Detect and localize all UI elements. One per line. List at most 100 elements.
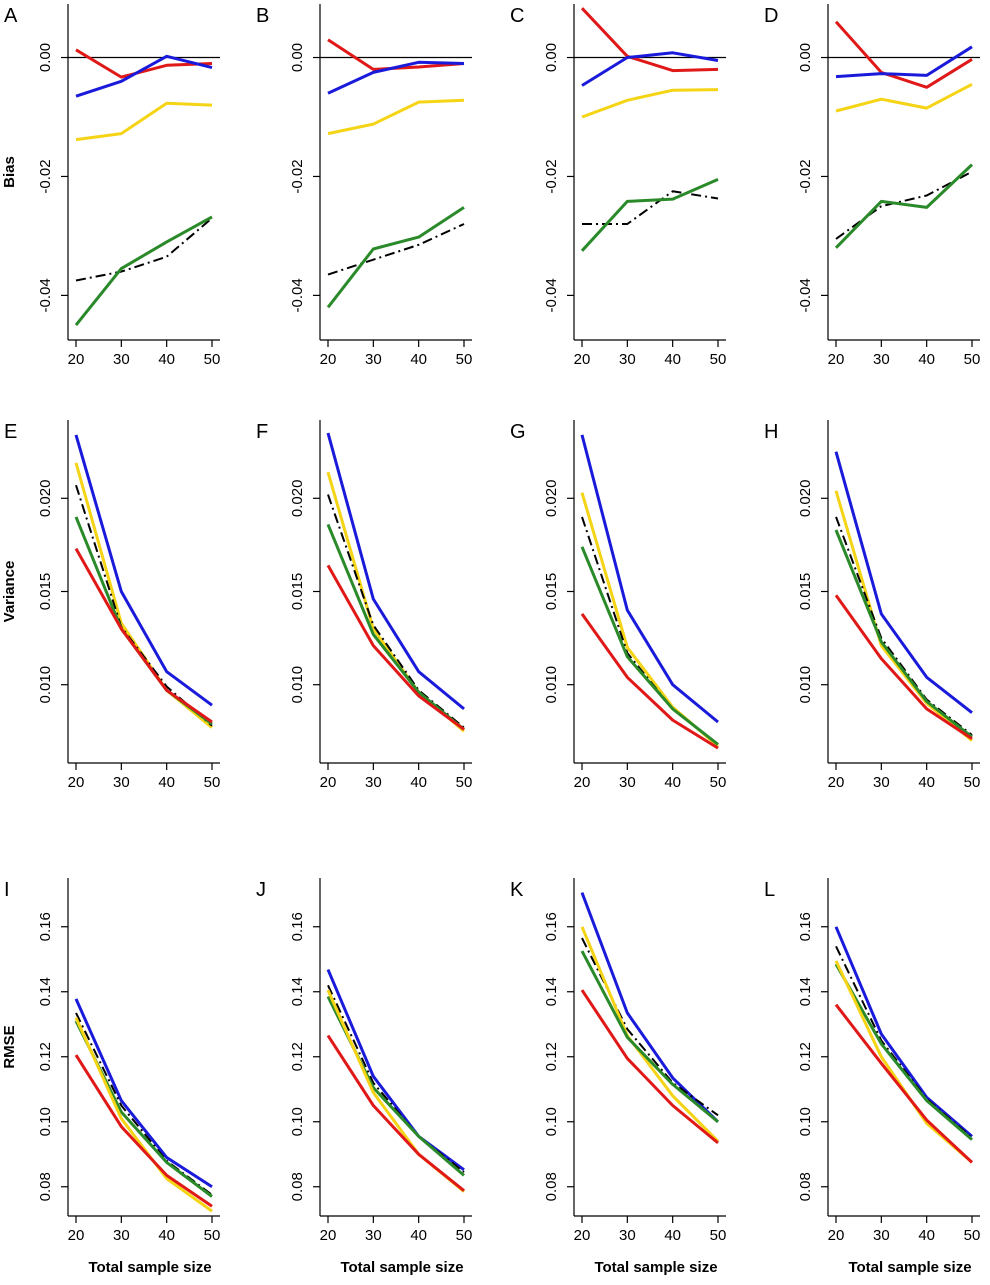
- y-tick-label: 0.015: [289, 573, 306, 611]
- x-tick-label: 20: [320, 774, 337, 791]
- series-line-yellow: [327, 98, 465, 136]
- panel-e: E 0.010 0.015 0.020 20 30 40 50 Variance: [1, 420, 220, 791]
- y-tick-label: 0.00: [37, 43, 54, 72]
- y-tick-label: 0.08: [543, 1172, 560, 1201]
- y-tick-label: 0.00: [543, 43, 560, 72]
- x-tick-label: 20: [828, 1227, 845, 1244]
- x-tick-label: 50: [964, 774, 981, 791]
- x-tick-label: 50: [204, 351, 221, 368]
- x-tick-label: 30: [873, 774, 890, 791]
- x-tick-label: 20: [320, 1227, 337, 1244]
- x-axis-label: Total sample size: [848, 1259, 971, 1276]
- y-tick-label: -0.02: [797, 159, 814, 193]
- x-tick-label: 30: [619, 1227, 636, 1244]
- x-axis-label: Total sample size: [340, 1259, 463, 1276]
- y-tick-label: -0.04: [37, 278, 54, 312]
- y-tick-label: 0.10: [797, 1107, 814, 1136]
- series-line-green: [580, 546, 719, 746]
- series-line-green: [326, 206, 465, 309]
- y-tick-label: 0.08: [797, 1172, 814, 1201]
- x-tick-label: 30: [365, 774, 382, 791]
- series-line-yellow: [74, 1017, 213, 1213]
- series-line-blue: [327, 60, 465, 95]
- series-line-blue: [74, 434, 213, 707]
- panel-letter: F: [256, 421, 268, 443]
- series-line-yellow: [580, 926, 720, 1143]
- y-tick-label: -0.04: [543, 278, 560, 312]
- series-line-green: [326, 995, 465, 1177]
- series-line-blue: [326, 432, 465, 711]
- series-line-yellow: [581, 88, 719, 119]
- y-tick-label: 0.12: [289, 1042, 306, 1071]
- series-line-black: [327, 984, 465, 1173]
- panel-letter: J: [256, 879, 266, 901]
- y-tick-label: 0.015: [37, 573, 54, 611]
- series-line-yellow: [835, 82, 973, 113]
- y-tick-label: 0.08: [289, 1172, 306, 1201]
- series-line-black: [582, 190, 719, 225]
- y-tick-label: 0.010: [37, 666, 54, 704]
- series-line-red: [326, 564, 465, 731]
- x-tick-label: 50: [456, 1227, 473, 1244]
- y-tick-label: 0.010: [289, 666, 306, 704]
- y-tick-label: 0.015: [543, 573, 560, 611]
- series-line-black: [581, 937, 719, 1117]
- panel-h: H 0.010 0.015 0.020 20 30 40 50: [764, 420, 980, 791]
- x-tick-label: 40: [410, 774, 427, 791]
- series-line-black: [75, 1012, 213, 1196]
- x-tick-label: 30: [113, 1227, 130, 1244]
- series-line-red: [74, 547, 213, 724]
- y-tick-label: 0.020: [289, 480, 306, 518]
- panel-letter: H: [764, 421, 778, 443]
- x-tick-label: 40: [918, 351, 935, 368]
- y-tick-label: 0.10: [37, 1107, 54, 1136]
- panel-letter: E: [4, 421, 17, 443]
- x-tick-label: 20: [68, 774, 85, 791]
- series-line-blue: [580, 892, 720, 1123]
- x-tick-label: 40: [918, 774, 935, 791]
- x-tick-label: 20: [574, 1227, 591, 1244]
- panel-letter: A: [4, 5, 18, 27]
- y-axis-label: Variance: [1, 561, 18, 623]
- y-tick-label: 0.12: [37, 1042, 54, 1071]
- x-tick-label: 20: [574, 351, 591, 368]
- panel-k: K 0.08 0.10 0.12 0.14 0.16 20 30 40 50 Total sampl…: [510, 878, 726, 1276]
- series-line-green: [580, 178, 719, 252]
- x-tick-label: 50: [710, 774, 727, 791]
- y-axis-label: RMSE: [1, 1025, 18, 1068]
- series-line-yellow: [834, 960, 973, 1164]
- panel-letter: I: [4, 879, 10, 901]
- x-tick-label: 50: [456, 774, 473, 791]
- y-tick-label: 0.015: [797, 573, 814, 611]
- series-line-green: [74, 215, 213, 327]
- y-tick-label: 0.14: [289, 977, 306, 1006]
- y-tick-label: 0.16: [37, 912, 54, 941]
- x-tick-label: 40: [158, 351, 175, 368]
- y-tick-label: 0.020: [37, 480, 54, 518]
- series-line-red: [834, 20, 973, 89]
- y-tick-label: 0.16: [797, 912, 814, 941]
- y-tick-label: -0.04: [289, 278, 306, 312]
- x-tick-label: 30: [873, 1227, 890, 1244]
- series-line-black: [327, 223, 465, 276]
- series-line-green: [834, 163, 974, 249]
- x-tick-label: 40: [410, 351, 427, 368]
- series-line-blue: [75, 54, 213, 98]
- y-tick-label: 0.020: [543, 480, 560, 518]
- panel-g: G 0.010 0.015 0.020 20 30 40 50: [510, 420, 726, 791]
- panel-letter: G: [510, 421, 526, 443]
- panel-f: F 0.010 0.015 0.020 20 30 40 50: [256, 420, 472, 791]
- series-line-red: [75, 48, 213, 79]
- panel-b: B -0.04 -0.02 0.00 20 30 40 50: [256, 4, 472, 368]
- series-line-yellow: [75, 101, 213, 142]
- y-tick-label: 0.10: [543, 1107, 560, 1136]
- x-tick-label: 20: [68, 1227, 85, 1244]
- series-line-yellow: [834, 490, 973, 742]
- x-tick-label: 40: [918, 1227, 935, 1244]
- panel-a: A -0.04 -0.02 0.00 20 30 40 50 Bias: [1, 4, 220, 368]
- x-tick-label: 20: [574, 774, 591, 791]
- y-tick-label: -0.04: [797, 278, 814, 312]
- x-tick-label: 40: [158, 1227, 175, 1244]
